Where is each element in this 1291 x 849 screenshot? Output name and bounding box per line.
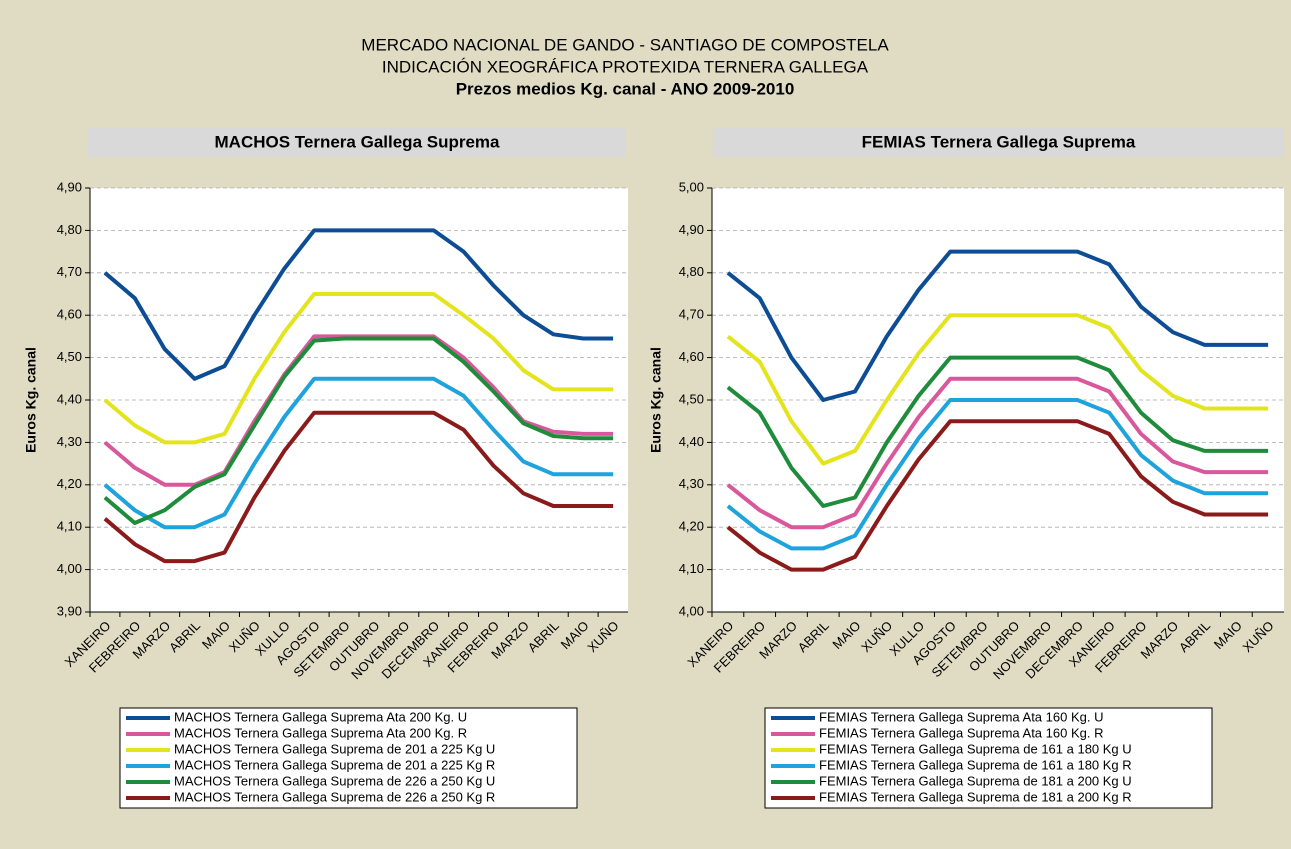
y-tick-label: 4,00 — [679, 603, 704, 618]
y-axis-title: Euros Kg. canal — [648, 347, 664, 453]
y-tick-label: 4,90 — [679, 222, 704, 237]
y-tick-label: 4,30 — [57, 434, 82, 449]
legend-label: FEMIAS Ternera Gallega Suprema de 181 a … — [819, 789, 1132, 804]
legend-box — [764, 707, 1213, 809]
series-line — [726, 376, 1269, 530]
legend-label: MACHOS Ternera Gallega Suprema de 201 a … — [174, 757, 495, 772]
y-tick-label: 4,50 — [679, 391, 704, 406]
y-tick-label: 3,90 — [57, 603, 82, 618]
legend-label: MACHOS Ternera Gallega Suprema de 201 a … — [174, 741, 495, 756]
series-line — [103, 410, 614, 564]
y-tick-label: 4,40 — [57, 391, 82, 406]
legend-label: FEMIAS Ternera Gallega Suprema de 161 a … — [819, 757, 1132, 772]
series-line — [103, 228, 614, 381]
y-axis-title: Euros Kg. canal — [23, 347, 39, 453]
legend-label: MACHOS Ternera Gallega Suprema Ata 200 K… — [174, 725, 467, 740]
y-tick-label: 4,40 — [679, 434, 704, 449]
panel-title-box — [713, 128, 1284, 157]
title-line: INDICACIÓN XEOGRÁFICA PROTEXIDA TERNERA … — [382, 57, 869, 76]
y-tick-label: 4,10 — [57, 519, 82, 534]
legend-label: MACHOS Ternera Gallega Suprema de 226 a … — [174, 789, 495, 804]
y-tick-label: 4,60 — [679, 349, 704, 364]
y-tick-label: 5,00 — [679, 179, 704, 194]
legend-label: FEMIAS Ternera Gallega Suprema Ata 160 K… — [819, 709, 1103, 724]
series-line — [726, 355, 1269, 508]
series-line — [726, 419, 1269, 572]
legend-label: MACHOS Ternera Gallega Suprema de 226 a … — [174, 773, 495, 788]
title-line: Prezos medios Kg. canal - ANO 2009-2010 — [456, 79, 795, 98]
y-tick-label: 4,30 — [679, 476, 704, 491]
panel-title: FEMIAS Ternera Gallega Suprema — [862, 132, 1136, 151]
series-line — [726, 313, 1269, 466]
series-line — [103, 336, 614, 525]
legend-label: MACHOS Ternera Gallega Suprema Ata 200 K… — [174, 709, 467, 724]
y-tick-label: 4,20 — [679, 519, 704, 534]
legend-box — [119, 707, 578, 809]
y-tick-label: 4,70 — [57, 264, 82, 279]
y-tick-label: 4,50 — [57, 349, 82, 364]
y-tick-label: 4,90 — [57, 179, 82, 194]
series-line — [103, 334, 614, 487]
legend-label: FEMIAS Ternera Gallega Suprema de 181 a … — [819, 773, 1132, 788]
title-line: MERCADO NACIONAL DE GANDO - SANTIAGO DE … — [361, 35, 889, 54]
y-tick-label: 4,10 — [679, 561, 704, 576]
series-line — [726, 249, 1269, 402]
series-line — [103, 376, 614, 530]
y-tick-label: 4,80 — [57, 222, 82, 237]
legend-label: FEMIAS Ternera Gallega Suprema Ata 160 K… — [819, 725, 1103, 740]
legend-label: FEMIAS Ternera Gallega Suprema de 161 a … — [819, 741, 1132, 756]
series-line — [103, 292, 614, 445]
y-tick-label: 4,00 — [57, 561, 82, 576]
y-tick-label: 4,20 — [57, 476, 82, 491]
series-line — [726, 398, 1269, 551]
panel-title: MACHOS Ternera Gallega Suprema — [215, 132, 501, 151]
y-tick-label: 4,80 — [679, 264, 704, 279]
y-tick-label: 4,60 — [57, 307, 82, 322]
panel-title-box — [88, 128, 626, 157]
y-tick-label: 4,70 — [679, 307, 704, 322]
